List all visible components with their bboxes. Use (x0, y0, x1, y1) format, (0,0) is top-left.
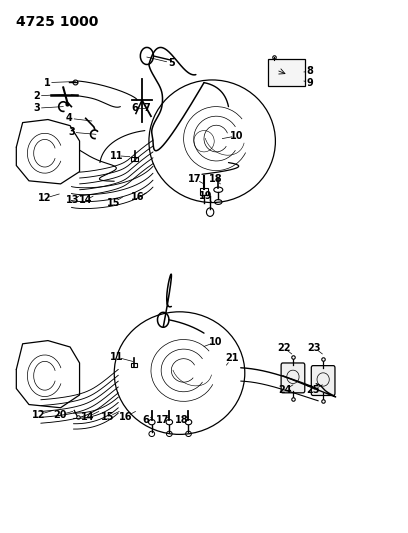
Text: 24: 24 (278, 385, 292, 395)
Text: 15: 15 (101, 412, 115, 422)
Text: 10: 10 (230, 131, 244, 141)
Text: 14: 14 (81, 412, 95, 422)
Bar (131, 157, 138, 161)
Text: 10: 10 (208, 337, 222, 347)
Text: 19: 19 (199, 191, 213, 201)
Text: 18: 18 (208, 174, 222, 184)
Text: 12: 12 (32, 410, 46, 419)
Text: 17: 17 (188, 174, 202, 184)
Text: 6: 6 (131, 103, 138, 112)
Text: 21: 21 (225, 353, 239, 363)
Text: 14: 14 (79, 196, 93, 205)
FancyBboxPatch shape (268, 59, 305, 86)
Text: 4725 1000: 4725 1000 (16, 15, 99, 29)
Text: 2: 2 (33, 91, 40, 101)
Text: 8: 8 (307, 67, 313, 76)
Text: 16: 16 (119, 412, 133, 422)
Text: 3: 3 (68, 127, 75, 137)
Text: 22: 22 (277, 343, 290, 352)
Text: 15: 15 (106, 198, 120, 207)
FancyBboxPatch shape (311, 366, 335, 395)
Text: 7: 7 (144, 103, 150, 112)
Text: 23: 23 (307, 343, 321, 352)
Text: 3: 3 (33, 103, 40, 113)
Text: 1: 1 (44, 78, 50, 87)
Text: 6: 6 (143, 415, 149, 425)
Text: 25: 25 (306, 385, 320, 395)
Text: 13: 13 (66, 196, 80, 205)
Text: 12: 12 (38, 193, 52, 203)
Text: 5: 5 (168, 58, 175, 68)
Text: 18: 18 (175, 415, 188, 425)
Text: 11: 11 (109, 151, 123, 160)
Text: 9: 9 (307, 78, 313, 87)
Text: 17: 17 (155, 415, 169, 425)
Bar (200, 188, 208, 195)
Text: 4: 4 (66, 114, 73, 123)
FancyBboxPatch shape (281, 363, 305, 393)
Text: 20: 20 (53, 410, 67, 419)
Text: 11: 11 (109, 352, 123, 362)
Text: 16: 16 (131, 192, 145, 202)
Bar (131, 363, 137, 367)
